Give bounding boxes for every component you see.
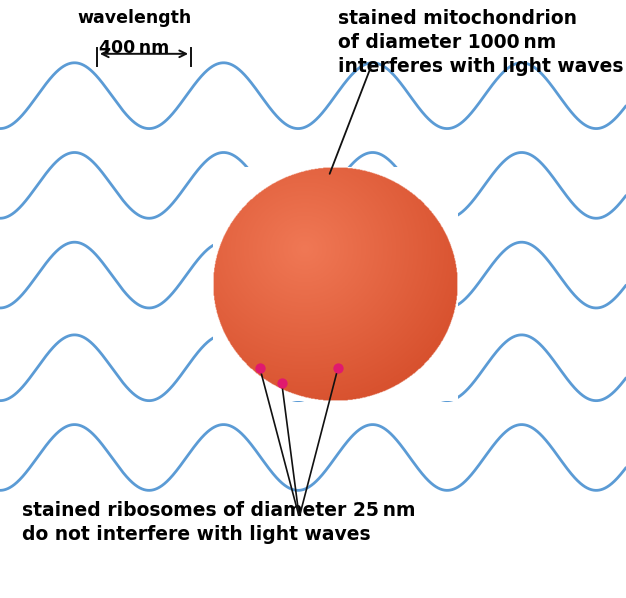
Point <box>255 363 265 373</box>
Text: stained mitochondrion
of diameter 1000 nm
interferes with light waves: stained mitochondrion of diameter 1000 n… <box>338 9 623 77</box>
Text: 400 nm: 400 nm <box>100 39 170 57</box>
Point <box>333 363 343 373</box>
Point <box>277 378 287 388</box>
Text: stained ribosomes of diameter 25 nm
do not interfere with light waves: stained ribosomes of diameter 25 nm do n… <box>22 501 416 544</box>
Text: wavelength: wavelength <box>78 9 192 27</box>
